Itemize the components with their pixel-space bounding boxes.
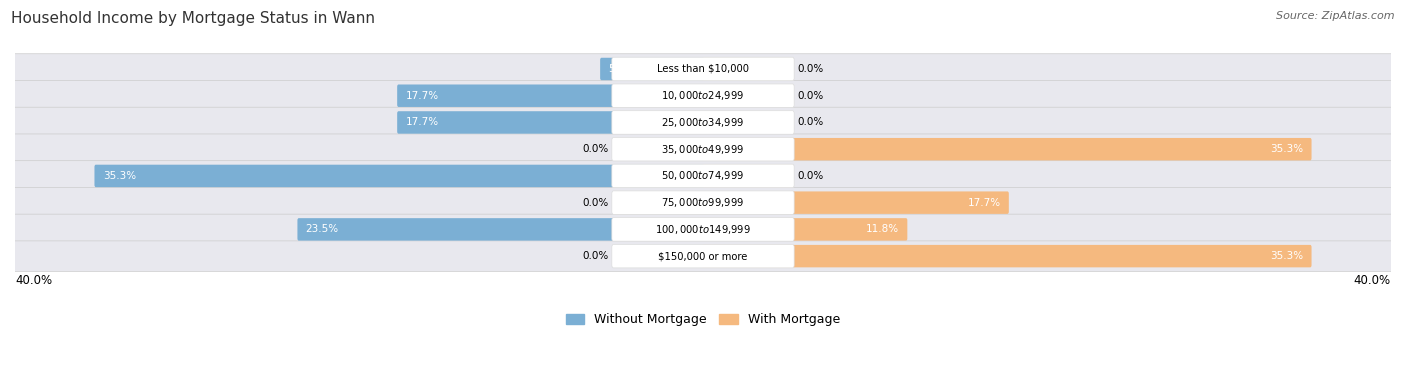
FancyBboxPatch shape — [702, 138, 1312, 161]
FancyBboxPatch shape — [4, 241, 1402, 271]
FancyBboxPatch shape — [702, 245, 1312, 267]
Text: 0.0%: 0.0% — [797, 91, 824, 101]
Text: 17.7%: 17.7% — [405, 118, 439, 127]
FancyBboxPatch shape — [702, 58, 794, 80]
FancyBboxPatch shape — [612, 245, 704, 267]
Text: 35.3%: 35.3% — [1270, 251, 1303, 261]
Text: Source: ZipAtlas.com: Source: ZipAtlas.com — [1277, 11, 1395, 21]
FancyBboxPatch shape — [612, 84, 794, 107]
Text: 17.7%: 17.7% — [405, 91, 439, 101]
FancyBboxPatch shape — [612, 244, 794, 268]
Text: $150,000 or more: $150,000 or more — [658, 251, 748, 261]
FancyBboxPatch shape — [702, 218, 907, 241]
FancyBboxPatch shape — [600, 58, 704, 80]
FancyBboxPatch shape — [396, 84, 704, 107]
FancyBboxPatch shape — [4, 80, 1402, 111]
Text: 23.5%: 23.5% — [305, 224, 339, 234]
FancyBboxPatch shape — [612, 138, 794, 161]
Legend: Without Mortgage, With Mortgage: Without Mortgage, With Mortgage — [561, 308, 845, 331]
FancyBboxPatch shape — [396, 111, 704, 134]
FancyBboxPatch shape — [612, 191, 794, 215]
FancyBboxPatch shape — [612, 57, 794, 81]
FancyBboxPatch shape — [612, 138, 704, 161]
FancyBboxPatch shape — [4, 214, 1402, 245]
FancyBboxPatch shape — [4, 187, 1402, 218]
Text: Household Income by Mortgage Status in Wann: Household Income by Mortgage Status in W… — [11, 11, 375, 26]
FancyBboxPatch shape — [4, 107, 1402, 138]
Text: 40.0%: 40.0% — [1354, 274, 1391, 287]
Text: 17.7%: 17.7% — [967, 198, 1001, 208]
Text: 0.0%: 0.0% — [797, 118, 824, 127]
FancyBboxPatch shape — [612, 192, 704, 214]
FancyBboxPatch shape — [702, 165, 794, 187]
FancyBboxPatch shape — [702, 84, 794, 107]
Text: 0.0%: 0.0% — [582, 144, 609, 154]
Text: 35.3%: 35.3% — [1270, 144, 1303, 154]
Text: 11.8%: 11.8% — [866, 224, 898, 234]
FancyBboxPatch shape — [4, 54, 1402, 84]
FancyBboxPatch shape — [612, 111, 794, 134]
Text: 35.3%: 35.3% — [103, 171, 136, 181]
Text: 40.0%: 40.0% — [15, 274, 52, 287]
Text: $75,000 to $99,999: $75,000 to $99,999 — [661, 196, 745, 209]
Text: 0.0%: 0.0% — [797, 64, 824, 74]
FancyBboxPatch shape — [612, 218, 794, 241]
FancyBboxPatch shape — [94, 165, 704, 187]
Text: Less than $10,000: Less than $10,000 — [657, 64, 749, 74]
FancyBboxPatch shape — [298, 218, 704, 241]
FancyBboxPatch shape — [4, 161, 1402, 191]
FancyBboxPatch shape — [4, 134, 1402, 164]
FancyBboxPatch shape — [702, 192, 1010, 214]
Text: $50,000 to $74,999: $50,000 to $74,999 — [661, 169, 745, 182]
Text: 5.9%: 5.9% — [609, 64, 636, 74]
Text: 0.0%: 0.0% — [797, 171, 824, 181]
FancyBboxPatch shape — [702, 111, 794, 134]
Text: $25,000 to $34,999: $25,000 to $34,999 — [661, 116, 745, 129]
Text: 0.0%: 0.0% — [582, 251, 609, 261]
Text: $10,000 to $24,999: $10,000 to $24,999 — [661, 89, 745, 102]
Text: $100,000 to $149,999: $100,000 to $149,999 — [655, 223, 751, 236]
Text: 0.0%: 0.0% — [582, 198, 609, 208]
Text: $35,000 to $49,999: $35,000 to $49,999 — [661, 143, 745, 156]
FancyBboxPatch shape — [612, 164, 794, 188]
